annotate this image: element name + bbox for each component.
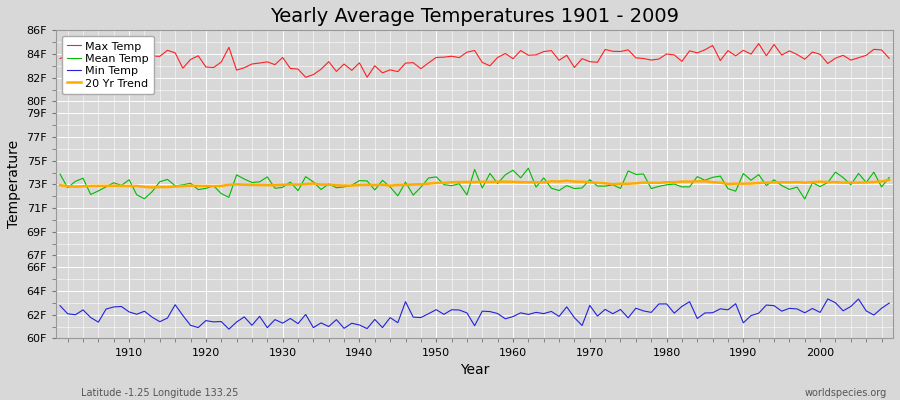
Max Temp	[608, 49, 618, 54]
Mean Temp	[608, 182, 618, 187]
Min Temp	[608, 311, 618, 316]
20 Yr Trend	[147, 185, 158, 190]
20 Yr Trend	[884, 178, 895, 182]
Max Temp	[338, 62, 349, 66]
Line: Min Temp: Min Temp	[60, 299, 889, 329]
Mean Temp	[523, 166, 534, 170]
Min Temp	[884, 301, 895, 306]
Max Temp	[301, 75, 311, 80]
20 Yr Trend	[116, 184, 127, 188]
Max Temp	[516, 48, 526, 53]
Max Temp	[753, 41, 764, 46]
Y-axis label: Temperature: Temperature	[7, 140, 21, 228]
Min Temp	[223, 327, 234, 332]
Max Temp	[508, 56, 518, 61]
Line: Mean Temp: Mean Temp	[60, 168, 889, 199]
20 Yr Trend	[292, 182, 303, 187]
Mean Temp	[508, 168, 518, 173]
Legend: Max Temp, Mean Temp, Min Temp, 20 Yr Trend: Max Temp, Mean Temp, Min Temp, 20 Yr Tre…	[62, 36, 154, 94]
Mean Temp	[55, 172, 66, 176]
Min Temp	[55, 303, 66, 308]
Title: Yearly Average Temperatures 1901 - 2009: Yearly Average Temperatures 1901 - 2009	[270, 7, 680, 26]
Min Temp	[516, 310, 526, 315]
Min Temp	[823, 296, 833, 301]
Mean Temp	[331, 185, 342, 190]
20 Yr Trend	[508, 179, 518, 184]
Min Temp	[116, 304, 127, 309]
Mean Temp	[799, 196, 810, 201]
20 Yr Trend	[338, 183, 349, 188]
Max Temp	[116, 51, 127, 56]
Min Temp	[508, 314, 518, 319]
Min Temp	[292, 321, 303, 326]
20 Yr Trend	[608, 182, 618, 186]
20 Yr Trend	[55, 183, 66, 188]
Line: Max Temp: Max Temp	[60, 44, 889, 77]
Mean Temp	[285, 180, 296, 184]
20 Yr Trend	[516, 180, 526, 184]
Text: Latitude -1.25 Longitude 133.25: Latitude -1.25 Longitude 133.25	[81, 388, 239, 398]
Max Temp	[884, 56, 895, 61]
Mean Temp	[500, 172, 510, 177]
Max Temp	[285, 66, 296, 71]
Line: 20 Yr Trend: 20 Yr Trend	[60, 180, 889, 187]
X-axis label: Year: Year	[460, 363, 490, 377]
Max Temp	[55, 56, 66, 61]
Mean Temp	[884, 175, 895, 180]
Mean Temp	[116, 183, 127, 188]
Text: worldspecies.org: worldspecies.org	[805, 388, 886, 398]
Min Temp	[338, 326, 349, 331]
